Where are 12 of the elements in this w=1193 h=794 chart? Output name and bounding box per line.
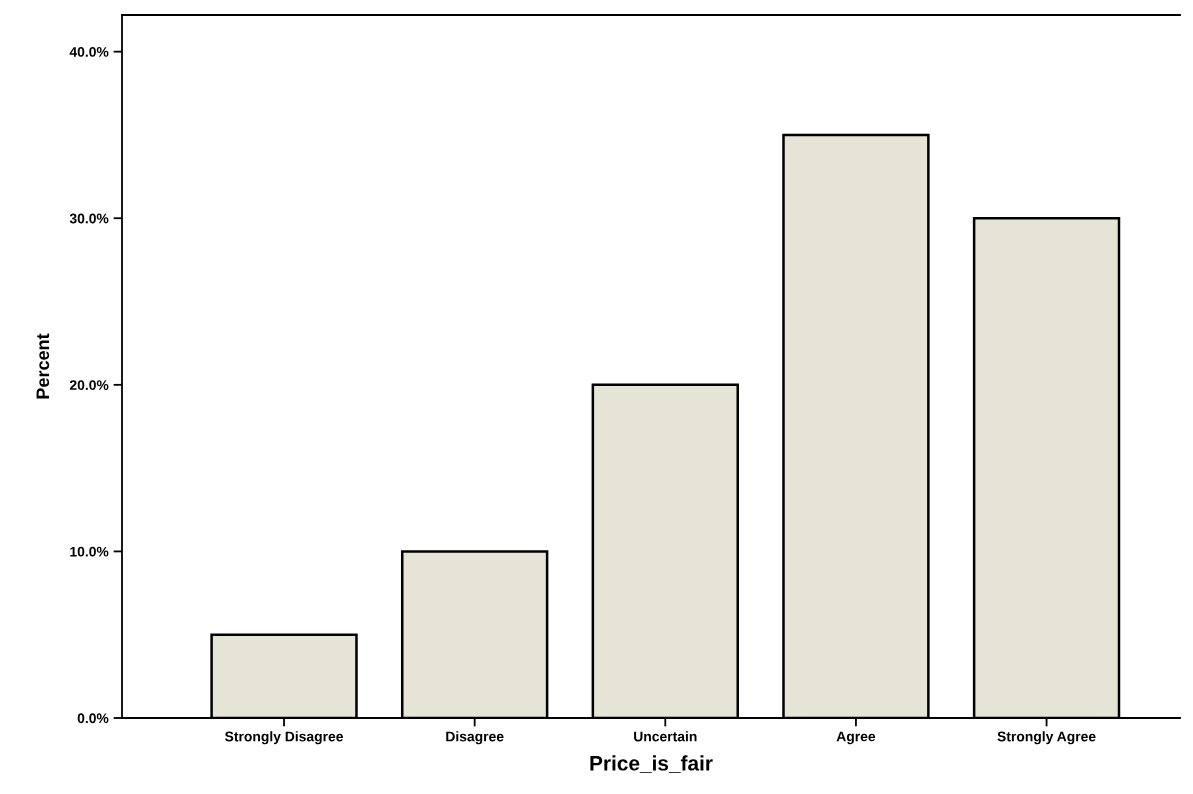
x-tick-label: Strongly Disagree <box>225 731 343 745</box>
x-tick-label: Disagree <box>446 731 504 745</box>
y-tick-label: 40.0% <box>69 46 109 57</box>
x-tick-label: Agree <box>836 731 876 745</box>
x-tick-label: Strongly Agree <box>997 731 1096 745</box>
x-axis-title: Price_is_fair <box>590 755 713 773</box>
y-tick-label: 0.0% <box>77 713 109 724</box>
x-tick-label: Uncertain <box>634 731 697 742</box>
y-tick-label: 20.0% <box>69 380 109 390</box>
y-axis-title: Percent <box>36 333 50 399</box>
y-tick-label: 30.0% <box>69 213 109 224</box>
y-tick-label: 10.0% <box>70 546 109 557</box>
